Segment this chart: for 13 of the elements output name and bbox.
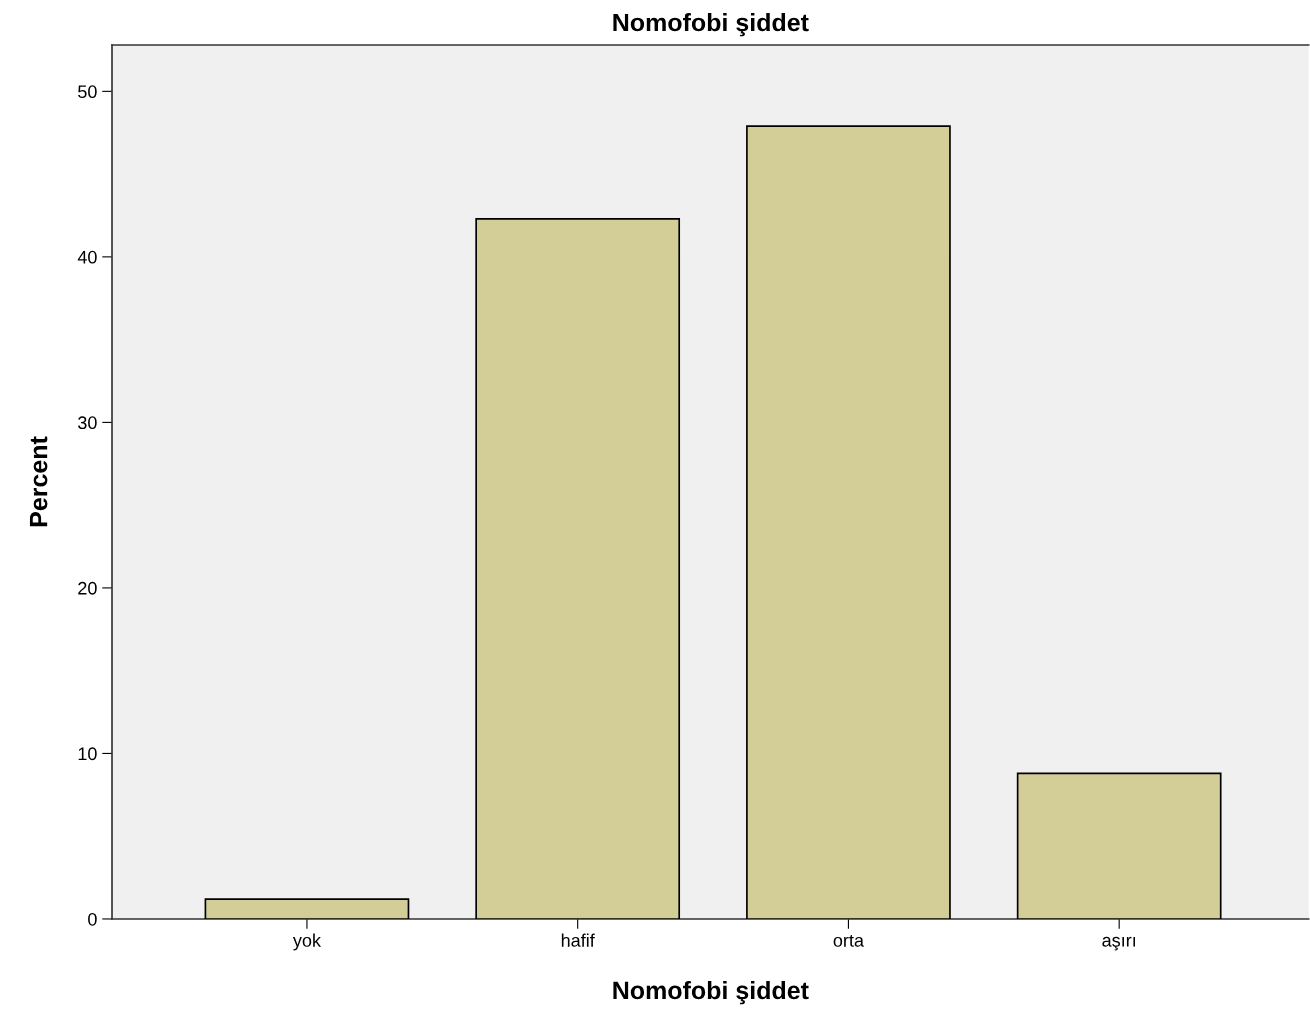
y-tick-label: 10 [78,747,97,761]
y-tick-label: 0 [88,912,97,926]
x-tick-label: aşırı [1102,936,1136,951]
x-axis-title: Nomofobi şiddet [613,980,809,1005]
chart-title: Nomofobi şiddet [613,13,809,37]
y-tick-label: 50 [78,85,97,99]
y-tick-label: 40 [77,250,97,264]
x-tick-label: yok [292,933,322,951]
x-tick-label: orta [833,934,864,947]
x-tick-label: hafif [561,933,595,947]
y-axis-title: Percent [29,436,48,527]
y-tick-label: 20 [78,581,97,595]
y-tick-label: 30 [78,416,97,430]
